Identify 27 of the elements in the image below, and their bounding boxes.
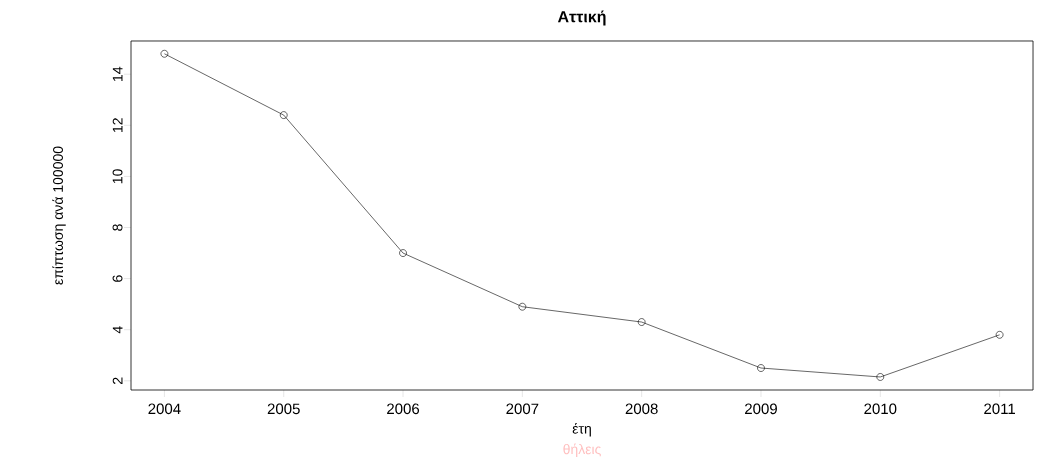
y-tick-label: 12 [112,118,123,133]
y-tick-label: 10 [112,169,123,184]
text: θήλεις [563,443,601,457]
x-tick-label: 2011 [984,403,1015,415]
point [279,111,288,119]
point [160,49,169,58]
chart-title: Αττική [557,10,606,26]
point [876,373,885,381]
y-tick-label: 2 [112,377,123,384]
x-axis-title: έτη [572,422,591,437]
x-tick-label: 2010 [864,403,897,415]
point [518,302,527,311]
point [637,318,646,326]
x-tick-label: 2007 [506,403,539,415]
y-tick-label: 14 [112,66,123,81]
y-axis-title: επίπτωση ανά 100000 [52,146,66,285]
y-tick-label: 8 [112,224,123,231]
x-tick-label: 2009 [745,403,777,415]
point [995,331,1004,339]
y-tick-label: 4 [112,326,123,334]
y-tick-label: 6 [112,275,123,282]
x-tick-label: 2008 [625,403,658,415]
x-tick-label: 2004 [148,403,181,415]
point [399,249,407,257]
x-tick-label: 2006 [387,403,420,415]
x-tick-label: 2005 [267,403,300,415]
point [757,364,765,372]
